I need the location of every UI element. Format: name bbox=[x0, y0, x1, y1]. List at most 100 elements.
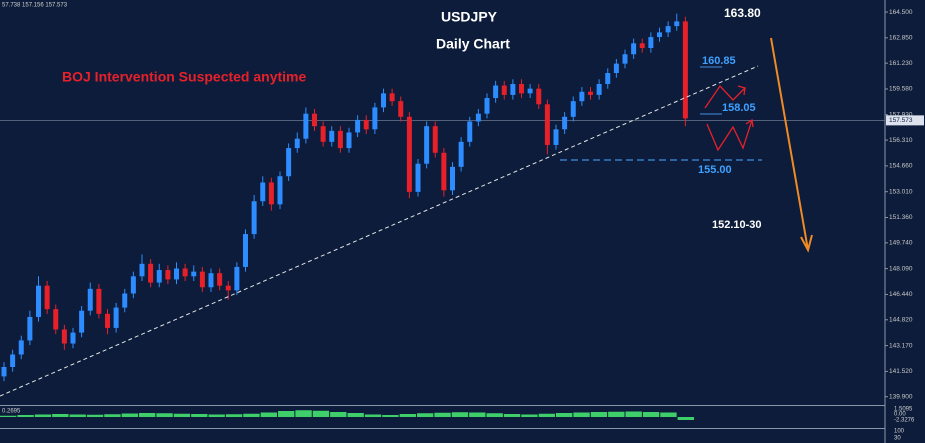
candle-body bbox=[277, 176, 283, 205]
candle-body bbox=[648, 37, 654, 49]
candle-body bbox=[225, 285, 231, 291]
annotation: BOJ Intervention Suspected anytime bbox=[62, 69, 306, 85]
indicator-bar bbox=[121, 413, 138, 417]
candle-body bbox=[10, 354, 16, 368]
indicator-bar bbox=[330, 412, 347, 417]
ohlc-header: 57.738 157.156 157.573 bbox=[2, 3, 68, 9]
indicator-label: 0.00 bbox=[894, 412, 906, 418]
candle-body bbox=[631, 43, 637, 55]
candle-body bbox=[674, 21, 680, 27]
candle-body bbox=[165, 270, 171, 280]
indicator-bar bbox=[677, 417, 694, 420]
arrow-head bbox=[737, 85, 746, 96]
candle-body bbox=[105, 313, 110, 328]
annotation: 155.00 bbox=[698, 164, 732, 176]
candle-body bbox=[450, 166, 455, 191]
candle-body bbox=[174, 268, 179, 280]
candle-body bbox=[493, 85, 499, 99]
arrow-head bbox=[800, 234, 813, 253]
indicator-bar bbox=[399, 414, 416, 417]
candle-body bbox=[363, 119, 369, 130]
y-tick-label: 156.310 bbox=[889, 137, 913, 144]
candle-body bbox=[665, 26, 671, 33]
indicator-label: 1.5095 bbox=[894, 407, 913, 413]
candle-body bbox=[294, 138, 300, 149]
arrow-head bbox=[745, 118, 754, 128]
candle-body bbox=[596, 83, 602, 95]
candle-body bbox=[613, 63, 619, 74]
indicator-bar bbox=[225, 414, 243, 417]
indicator-bar bbox=[503, 414, 521, 417]
candle-body bbox=[122, 293, 128, 308]
candle-body bbox=[79, 310, 85, 333]
y-tick-label: 162.850 bbox=[889, 35, 913, 42]
candle-body bbox=[70, 332, 76, 344]
candle-body bbox=[562, 116, 568, 130]
candle-body bbox=[53, 309, 59, 330]
indicator-bar bbox=[625, 411, 642, 417]
y-tick-label: 146.440 bbox=[889, 291, 913, 298]
candle-body bbox=[303, 113, 309, 139]
candle-body bbox=[251, 201, 257, 235]
indicator-bar bbox=[34, 414, 52, 417]
candle-body bbox=[199, 271, 205, 288]
candle-body bbox=[553, 129, 559, 145]
indicator-bar bbox=[590, 412, 608, 417]
candle-body bbox=[337, 130, 343, 149]
y-tick-label: 141.520 bbox=[889, 368, 913, 375]
indicator-bar bbox=[52, 414, 69, 417]
candle-body bbox=[243, 234, 248, 267]
candle-body bbox=[639, 43, 645, 49]
indicator-label: 100 bbox=[894, 429, 905, 435]
candle-body bbox=[389, 93, 395, 102]
candle-body bbox=[424, 126, 430, 164]
candle-body bbox=[1, 367, 7, 377]
candle-body bbox=[87, 288, 93, 311]
candle-body bbox=[268, 182, 274, 205]
candle-body bbox=[441, 152, 447, 191]
indicator-bar bbox=[312, 410, 330, 417]
candle-body bbox=[432, 126, 438, 153]
candle-body bbox=[156, 270, 162, 283]
indicator-bar bbox=[208, 414, 225, 417]
candle-body bbox=[501, 85, 507, 95]
indicator-bar bbox=[173, 413, 191, 417]
candle-body bbox=[605, 73, 611, 84]
candle-body bbox=[372, 107, 378, 130]
candle-body bbox=[113, 307, 119, 328]
chart-title: USDJPY bbox=[441, 9, 498, 25]
candle-body bbox=[570, 101, 576, 117]
y-tick-label: 159.580 bbox=[889, 86, 913, 93]
y-tick-label: 139.900 bbox=[889, 393, 913, 400]
candle-body bbox=[355, 119, 361, 133]
candle-body bbox=[484, 98, 490, 114]
indicator-bar bbox=[156, 413, 173, 417]
candle-body bbox=[510, 83, 516, 95]
y-tick-label: 153.010 bbox=[889, 188, 913, 195]
candle-body bbox=[182, 268, 188, 277]
candle-body bbox=[18, 340, 24, 355]
candle-body bbox=[579, 91, 585, 102]
candle-body bbox=[536, 88, 542, 105]
forecast-arrow bbox=[770, 37, 809, 251]
candle-body bbox=[130, 276, 136, 294]
candle-body bbox=[458, 141, 464, 167]
indicator-bar bbox=[243, 413, 260, 417]
indicator-bar bbox=[364, 414, 382, 417]
zigzag-arrow bbox=[706, 119, 753, 152]
annotation: 152.10-30 bbox=[712, 219, 762, 231]
candle-body bbox=[44, 285, 50, 310]
candle-body bbox=[234, 266, 240, 291]
candle-body bbox=[217, 273, 223, 286]
indicator-bar bbox=[191, 414, 208, 417]
y-tick-label: 148.090 bbox=[889, 265, 913, 272]
indicator-bar bbox=[660, 412, 677, 417]
candle-body bbox=[519, 83, 524, 94]
annotation: 160.85 bbox=[702, 55, 736, 67]
y-tick-label: 151.360 bbox=[889, 214, 913, 221]
candle-body bbox=[657, 32, 662, 38]
indicator-bar bbox=[469, 412, 486, 417]
candle-body bbox=[381, 93, 386, 108]
annotation: 163.80 bbox=[724, 6, 761, 20]
